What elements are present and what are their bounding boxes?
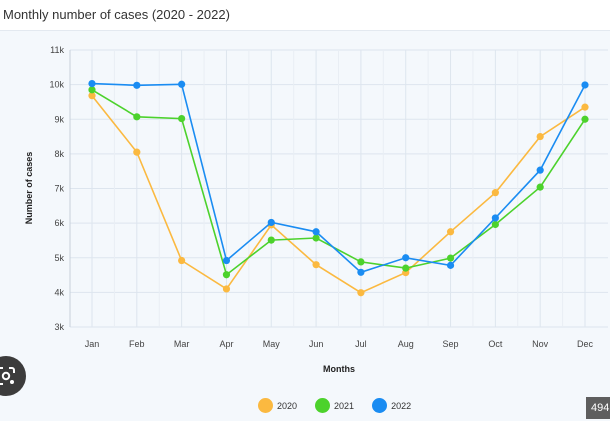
data-point-2022	[446, 261, 455, 269]
legend-swatch-2021	[315, 398, 331, 413]
x-tick-label: Dec	[577, 339, 594, 349]
data-point-2021	[222, 271, 231, 279]
data-point-2020	[222, 285, 231, 293]
legend-item-2020[interactable]: 2020	[258, 398, 297, 413]
data-point-2020	[178, 256, 186, 265]
x-tick-label: Nov	[532, 339, 549, 349]
data-point-2020	[88, 92, 96, 100]
y-tick-label: 10k	[49, 80, 64, 90]
y-tick-label: 9k	[54, 114, 64, 124]
x-tick-label: Mar	[174, 339, 190, 349]
y-tick-label: 11k	[50, 45, 64, 55]
x-tick-label: Jan	[85, 339, 100, 349]
series-lines	[88, 79, 589, 297]
data-point-2022	[357, 268, 365, 276]
lens-glyph	[0, 367, 15, 385]
data-point-2020	[312, 261, 320, 269]
data-point-2020	[491, 189, 499, 197]
data-point-2022	[267, 218, 275, 227]
data-point-2020	[581, 103, 589, 111]
data-point-2021	[446, 254, 455, 262]
data-point-2021	[88, 86, 96, 94]
legend-swatch-2020	[258, 398, 273, 413]
series-line-2022	[91, 82, 586, 274]
y-tick-label: 8k	[54, 149, 64, 159]
y-axis-label: Number of cases	[24, 151, 34, 225]
data-point-2021	[581, 115, 589, 123]
data-point-2022	[581, 81, 589, 89]
size-badge: 494	[586, 397, 610, 419]
legend: 2020 2021 2022	[258, 398, 429, 413]
data-point-2022	[178, 80, 186, 88]
y-tick-label: 7k	[54, 184, 64, 194]
x-tick-label: Jun	[309, 339, 324, 349]
data-point-2021	[312, 234, 320, 242]
data-point-2020	[133, 148, 141, 156]
data-point-2022	[312, 228, 320, 236]
data-point-2022	[402, 254, 410, 262]
series-line-2021	[91, 89, 586, 277]
axis-ticks: 3k 4k 5k 6k 7k 8k 9k 10k 11k Jan Feb Mar Apr May Jun Ju…	[49, 45, 593, 349]
legend-swatch-2022	[372, 398, 388, 413]
x-tick-label: Feb	[129, 339, 145, 349]
data-point-2020	[357, 289, 365, 297]
x-tick-label: Sep	[443, 339, 459, 349]
x-tick-label: Jul	[355, 339, 367, 349]
grid-lines	[70, 49, 608, 328]
data-point-2021	[491, 220, 499, 229]
data-point-2021	[133, 113, 141, 121]
x-tick-label: Apr	[219, 339, 233, 349]
data-point-2021	[357, 258, 365, 266]
y-tick-label: 4k	[54, 287, 64, 297]
data-point-2020	[536, 132, 544, 141]
chart-title: Monthly number of cases (2020 - 2022)	[3, 7, 230, 22]
y-tick-label: 6k	[54, 218, 64, 228]
data-point-2022	[536, 166, 544, 174]
data-point-2022	[222, 256, 231, 265]
data-point-2021	[267, 236, 275, 244]
data-point-2021	[402, 264, 410, 272]
legend-item-2021[interactable]: 2021	[315, 398, 354, 413]
title-bar: Monthly number of cases (2020 - 2022)	[0, 0, 610, 31]
series-line-2020	[91, 95, 586, 294]
x-tick-label: May	[263, 339, 281, 349]
data-point-2022	[133, 81, 141, 89]
legend-label-2022: 2022	[391, 400, 412, 411]
data-point-2021	[178, 114, 186, 123]
legend-label-2021: 2021	[334, 400, 355, 411]
data-point-2020	[446, 228, 455, 236]
data-point-2022	[491, 214, 499, 222]
y-tick-label: 5k	[54, 253, 64, 263]
data-point-2022	[88, 79, 96, 88]
x-axis-label: Months	[323, 364, 355, 374]
x-tick-label: Oct	[488, 339, 503, 349]
data-point-2021	[536, 183, 544, 191]
legend-label-2020: 2020	[277, 400, 298, 411]
legend-item-2022[interactable]: 2022	[372, 398, 411, 413]
x-tick-label: Aug	[398, 339, 414, 349]
y-tick-label: 3k	[54, 322, 64, 332]
